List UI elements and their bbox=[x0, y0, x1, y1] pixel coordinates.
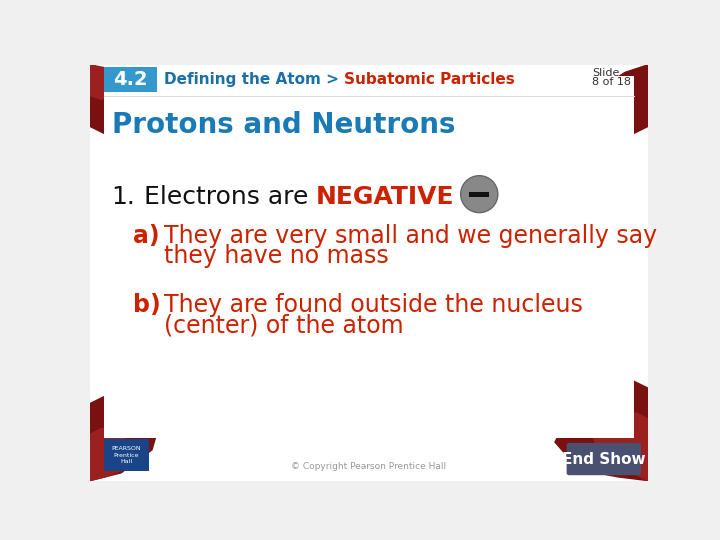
Text: They are found outside the nucleus: They are found outside the nucleus bbox=[163, 293, 582, 317]
Polygon shape bbox=[594, 65, 648, 134]
Text: 1.: 1. bbox=[112, 185, 135, 209]
Text: NEGATIVE: NEGATIVE bbox=[316, 185, 454, 209]
Bar bbox=[104, 76, 634, 438]
Polygon shape bbox=[90, 65, 144, 134]
Text: End Show: End Show bbox=[562, 451, 646, 467]
Text: a): a) bbox=[132, 224, 159, 248]
Polygon shape bbox=[594, 413, 648, 481]
Text: © Copyright Pearson Prentice Hall: © Copyright Pearson Prentice Hall bbox=[292, 462, 446, 471]
Circle shape bbox=[461, 176, 498, 213]
Text: Slide: Slide bbox=[593, 68, 620, 78]
Polygon shape bbox=[90, 65, 125, 99]
Polygon shape bbox=[90, 428, 132, 481]
Bar bbox=[104, 67, 157, 92]
Text: Electrons are: Electrons are bbox=[135, 185, 316, 209]
Polygon shape bbox=[90, 396, 160, 481]
Bar bbox=[469, 192, 490, 197]
Text: Subatomic Particles: Subatomic Particles bbox=[343, 72, 515, 87]
Text: Protons and Neutrons: Protons and Neutrons bbox=[112, 111, 455, 139]
Text: PEARSON
Prentice
Hall: PEARSON Prentice Hall bbox=[112, 446, 141, 464]
Text: b): b) bbox=[132, 293, 161, 317]
Text: 4.2: 4.2 bbox=[113, 70, 148, 89]
Text: 8 of 18: 8 of 18 bbox=[593, 77, 631, 87]
Text: They are very small and we generally say: They are very small and we generally say bbox=[163, 224, 657, 248]
Text: (center) of the atom: (center) of the atom bbox=[163, 313, 403, 337]
FancyBboxPatch shape bbox=[567, 443, 641, 475]
Polygon shape bbox=[555, 381, 648, 481]
Bar bbox=[104, 439, 149, 471]
Text: they have no mass: they have no mass bbox=[163, 244, 388, 268]
Text: Defining the Atom >: Defining the Atom > bbox=[163, 72, 343, 87]
